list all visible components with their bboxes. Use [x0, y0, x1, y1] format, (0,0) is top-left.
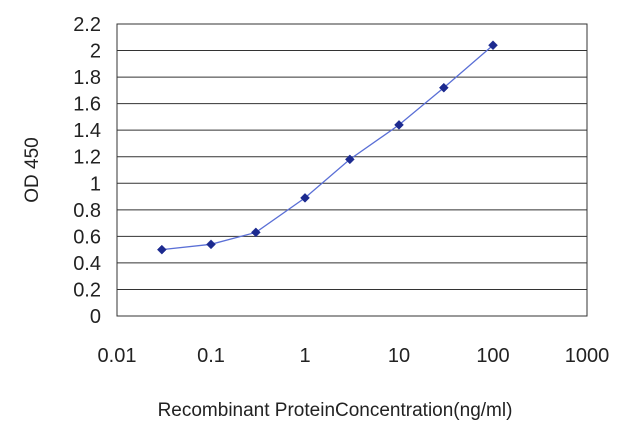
x-tick-label: 1 [299, 345, 310, 367]
y-tick-label: 2.2 [73, 14, 101, 36]
data-point [156, 244, 167, 255]
y-tick-labels: 0 0.2 0.4 0.6 0.8 1 1.2 1.4 1.6 1.8 2 2.2 [73, 14, 101, 328]
series-group [156, 40, 498, 255]
y-tick-label: 0 [90, 306, 101, 328]
data-point [344, 154, 355, 165]
y-tick-label: 0.6 [73, 226, 101, 248]
data-point [250, 227, 261, 238]
data-point [300, 193, 310, 203]
data-point [438, 82, 449, 93]
plot-area [116, 23, 588, 317]
y-tick-label: 1 [90, 173, 101, 195]
x-tick-label: 0.1 [197, 345, 225, 367]
y-tick-label: 1.8 [73, 67, 101, 89]
data-point [206, 239, 216, 250]
y-tick-label: 0.2 [73, 279, 101, 301]
y-tick-label: 0.4 [73, 253, 101, 275]
x-tick-label: 0.01 [98, 345, 137, 367]
y-tick-label: 0.8 [73, 200, 101, 222]
x-tick-label: 10 [388, 345, 410, 367]
data-point [394, 120, 404, 130]
x-tick-label: 1000 [565, 345, 610, 367]
y-tick-label: 1.6 [73, 94, 101, 116]
data-point [488, 40, 498, 51]
y-tick-label: 1.4 [73, 120, 101, 142]
y-tick-label: 2 [90, 41, 101, 63]
x-tick-label: 100 [476, 345, 509, 367]
series-line [161, 44, 494, 251]
gridlines [117, 23, 587, 317]
x-tick-labels: 0.01 0.1 1 10 100 1000 [98, 345, 610, 367]
x-axis-label: Recombinant ProteinConcentration(ng/ml) [158, 400, 513, 421]
y-axis-label: OD 450 [22, 137, 43, 202]
y-tick-label: 1.2 [73, 147, 101, 169]
